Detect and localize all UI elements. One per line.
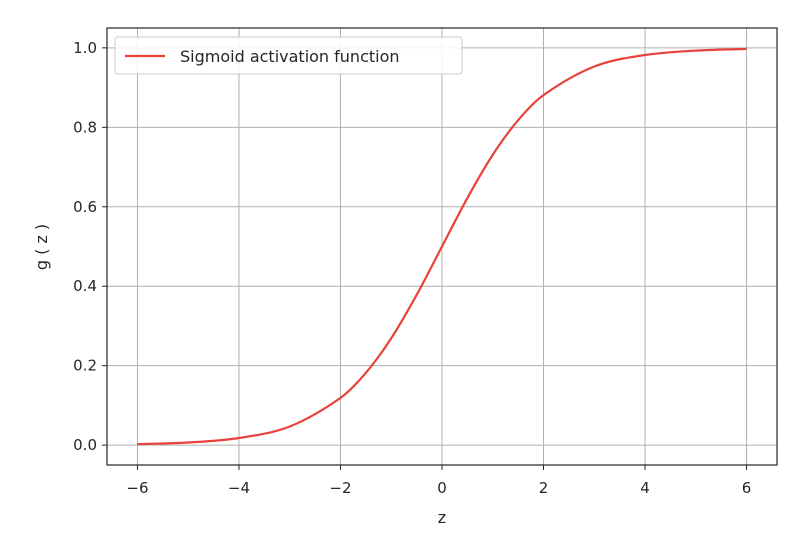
y-tick-label: 0.4 <box>73 277 97 295</box>
x-tick-label: 6 <box>742 479 752 497</box>
x-tick-label: 4 <box>640 479 650 497</box>
x-tick-label: −6 <box>126 479 148 497</box>
y-tick-label: 0.2 <box>73 357 97 375</box>
y-tick-label: 0.0 <box>73 436 97 454</box>
y-tick-label: 1.0 <box>73 39 97 57</box>
legend: Sigmoid activation function <box>114 36 463 75</box>
x-tick-label: 0 <box>437 479 447 497</box>
y-axis-ticks: 0.0 0.2 0.4 0.6 0.8 1.0 <box>73 39 107 454</box>
x-axis-ticks: −6 −4 −2 0 2 4 6 <box>126 465 751 497</box>
legend-label: Sigmoid activation function <box>180 47 400 66</box>
x-grid-lines <box>136 28 748 465</box>
x-axis-label: z <box>438 508 446 527</box>
y-axis-label: g ( z ) <box>32 224 51 270</box>
sigmoid-series-line <box>137 47 747 446</box>
y-tick-label: 0.8 <box>73 118 97 136</box>
x-tick-label: −2 <box>329 479 351 497</box>
y-tick-label: 0.6 <box>73 198 97 216</box>
x-tick-label: −4 <box>228 479 250 497</box>
legend-box <box>114 36 463 75</box>
x-tick-label: 2 <box>539 479 549 497</box>
